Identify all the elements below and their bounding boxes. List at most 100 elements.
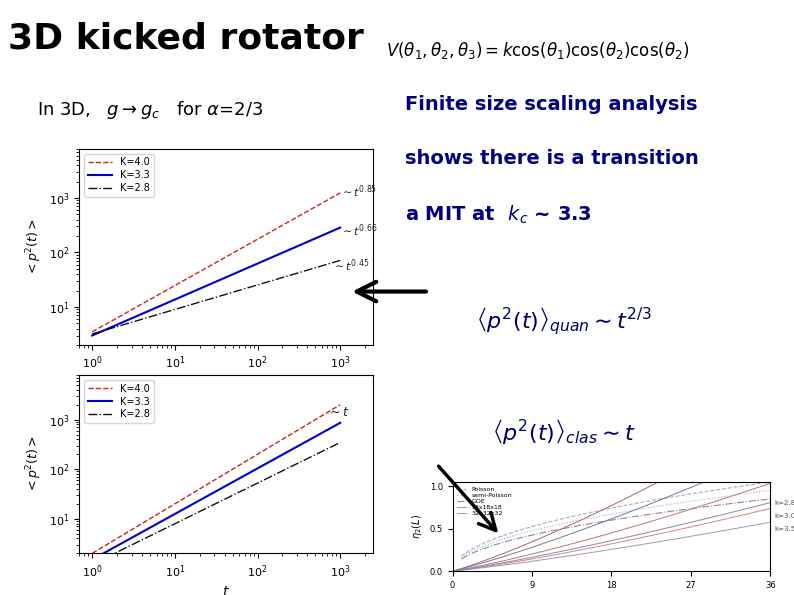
K=2.8	[330, 259, 339, 266]
Y-axis label: $< p^2(t) >$: $< p^2(t) >$	[24, 218, 44, 276]
K=2.8	[206, 295, 216, 302]
Poisson	[476, 541, 485, 549]
Line: semi-Poisson: semi-Poisson	[461, 490, 770, 558]
K=3.3	[330, 422, 339, 430]
K=4.0	[291, 428, 300, 435]
Text: 3D kicked rotator: 3D kicked rotator	[8, 21, 364, 56]
Line: K=4.0: K=4.0	[92, 405, 341, 553]
K=3.3	[206, 490, 216, 497]
K=4.0	[336, 189, 345, 196]
K=2.8	[87, 560, 97, 568]
K=4.0	[330, 193, 339, 200]
Poisson	[750, 481, 759, 488]
semi-Poisson	[469, 547, 479, 554]
K=4.0	[235, 461, 245, 468]
K=4.0	[222, 253, 231, 260]
Y-axis label: $< p^2(t) >$: $< p^2(t) >$	[24, 435, 44, 493]
K=2.8	[222, 495, 231, 502]
Text: shows there is a transition: shows there is a transition	[405, 149, 699, 168]
GOE	[469, 549, 479, 556]
Text: $\left\langle p^2(t) \right\rangle_{clas} \sim t$: $\left\langle p^2(t) \right\rangle_{clas…	[492, 417, 635, 446]
GOE	[476, 546, 485, 553]
K=4.0	[206, 262, 215, 270]
K=2.8	[336, 257, 345, 264]
Line: K=4.0: K=4.0	[92, 193, 341, 332]
Text: $\left\langle p^2(t) \right\rangle_{quan} \sim t^{2/3}$: $\left\langle p^2(t) \right\rangle_{quan…	[476, 305, 652, 337]
K=2.8	[336, 439, 345, 446]
K=3.3	[206, 491, 215, 498]
GOE	[750, 497, 759, 505]
semi-Poisson	[765, 487, 775, 494]
Line: K=2.8: K=2.8	[92, 261, 341, 334]
semi-Poisson	[539, 524, 549, 531]
semi-Poisson	[514, 531, 523, 538]
Poisson	[539, 520, 549, 527]
K=2.8	[222, 290, 231, 298]
K=4.0	[336, 401, 345, 408]
K=4.0	[235, 246, 245, 253]
K=3.3	[336, 224, 345, 231]
K=4.0	[222, 469, 231, 477]
Line: K=3.3: K=3.3	[92, 227, 341, 336]
K=3.3	[235, 475, 245, 482]
Text: a MIT at  $k_c$ ~ 3.3: a MIT at $k_c$ ~ 3.3	[405, 203, 592, 226]
K=2.8	[291, 461, 300, 468]
semi-Poisson	[750, 489, 759, 496]
Line: K=2.8: K=2.8	[92, 443, 341, 564]
K=4.0	[206, 479, 215, 486]
semi-Poisson	[476, 544, 485, 551]
GOE	[739, 499, 749, 506]
Text: $\sim t^{0.66}$: $\sim t^{0.66}$	[341, 223, 378, 239]
X-axis label: $t$: $t$	[222, 377, 230, 391]
Poisson	[469, 544, 479, 552]
Text: k=2.8: k=2.8	[775, 500, 794, 506]
K=3.3	[291, 444, 300, 451]
K=2.8	[235, 287, 245, 294]
K=2.8	[87, 330, 97, 337]
K=3.3	[87, 332, 97, 339]
Text: Finite size scaling analysis: Finite size scaling analysis	[405, 95, 697, 114]
GOE	[765, 496, 775, 503]
K=4.0	[206, 478, 216, 486]
K=4.0	[87, 328, 97, 336]
K=2.8	[206, 502, 216, 509]
Text: k=3.0: k=3.0	[775, 513, 794, 519]
K=2.8	[235, 488, 245, 496]
Text: $\sim t^{0.85}$: $\sim t^{0.85}$	[341, 183, 377, 200]
X-axis label: $t$: $t$	[222, 585, 230, 595]
K=3.3	[330, 227, 339, 234]
K=3.3	[206, 280, 216, 287]
Poisson	[765, 478, 775, 486]
semi-Poisson	[457, 554, 466, 561]
Text: k=3.5: k=3.5	[775, 526, 794, 532]
K=3.3	[222, 274, 231, 281]
Poisson	[739, 482, 749, 489]
GOE	[539, 529, 549, 536]
GOE	[514, 535, 523, 542]
K=2.8	[291, 270, 300, 277]
semi-Poisson	[739, 490, 749, 497]
GOE	[457, 556, 466, 563]
Text: $V(\theta_1,\theta_2,\theta_3) = k\cos(\theta_1)\cos(\theta_2)\cos(\theta_2)$: $V(\theta_1,\theta_2,\theta_3) = k\cos(\…	[386, 40, 690, 61]
K=3.3	[291, 243, 300, 250]
Y-axis label: $\eta_2(L)$: $\eta_2(L)$	[410, 514, 424, 539]
K=2.8	[206, 503, 215, 510]
K=4.0	[87, 550, 97, 557]
K=3.3	[336, 419, 345, 427]
Legend: Poisson, semi-Poisson, GOE, 18x18x18, 32x32x32: Poisson, semi-Poisson, GOE, 18x18x18, 32…	[456, 485, 513, 517]
K=4.0	[330, 405, 339, 412]
Line: Poisson: Poisson	[461, 482, 770, 556]
K=2.8	[330, 442, 339, 449]
Legend: K=4.0, K=3.3, K=2.8: K=4.0, K=3.3, K=2.8	[84, 154, 154, 197]
K=3.3	[222, 482, 231, 489]
Text: In 3D,   $g \rightarrow g_c$   for $\alpha$=2/3: In 3D, $g \rightarrow g_c$ for $\alpha$=…	[37, 99, 264, 121]
Legend: K=4.0, K=3.3, K=2.8: K=4.0, K=3.3, K=2.8	[84, 380, 154, 423]
K=4.0	[206, 261, 216, 268]
Poisson	[514, 527, 523, 534]
K=3.3	[87, 556, 97, 563]
Poisson	[457, 553, 466, 560]
Text: $\sim t$: $\sim t$	[327, 406, 350, 419]
K=2.8	[206, 296, 215, 303]
K=3.3	[235, 268, 245, 275]
K=4.0	[291, 214, 300, 221]
